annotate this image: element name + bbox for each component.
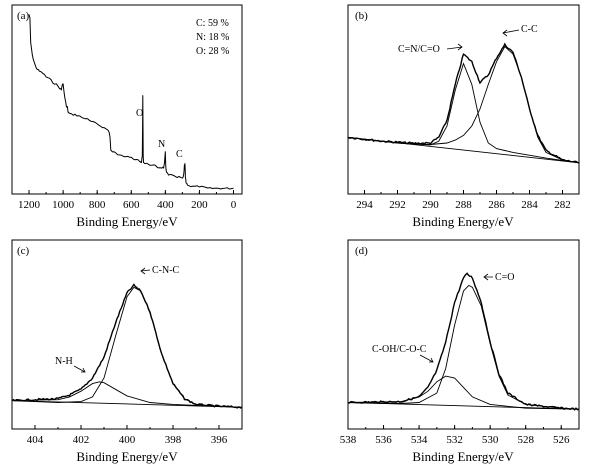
panel-d-xtick-label: 530 bbox=[482, 434, 499, 446]
panel-b-series-envelope bbox=[347, 42, 580, 164]
panel-d-arrow-coh bbox=[419, 354, 434, 363]
panel-c-xtick-label: 400 bbox=[119, 434, 136, 446]
composition-o: O: 28 % bbox=[196, 46, 229, 57]
panel-a-xtick-label: 1200 bbox=[18, 199, 41, 211]
panel-b-arrow-cn-co bbox=[446, 43, 463, 51]
panel-d-label: (d) bbox=[355, 245, 368, 257]
panel-a-xtick-label: 0 bbox=[231, 199, 237, 211]
panel-a-xtick-label: 200 bbox=[191, 199, 208, 211]
panel-a-label: (a) bbox=[17, 10, 30, 22]
panel-b-xtick-label: 294 bbox=[356, 199, 373, 211]
panel-c-series-c-n-c bbox=[11, 286, 243, 408]
panel-c-frame bbox=[11, 239, 243, 430]
panel-a-xtick-label: 600 bbox=[123, 199, 140, 211]
panel-d-xtick-label: 532 bbox=[446, 434, 463, 446]
panel-b-peak-label-cc: C-C bbox=[521, 24, 538, 35]
panel-d-peak-label-co: C=O bbox=[495, 272, 515, 283]
panel-d-xtick-label: 538 bbox=[340, 434, 357, 446]
panel-a-xtick-label: 800 bbox=[89, 199, 106, 211]
panel-c-series-envelope bbox=[11, 283, 243, 409]
panel-d-xtick-label: 528 bbox=[517, 434, 534, 446]
composition-c: C: 59 % bbox=[196, 18, 229, 29]
panel-b-series-c-n-c-o bbox=[347, 62, 580, 164]
panel-a-xlabel: Binding Energy/eV bbox=[76, 214, 178, 229]
panel-a-peak-label-o: O bbox=[136, 108, 143, 119]
panel-b-xtick-label: 288 bbox=[455, 199, 472, 211]
panel-d-xtick-label: 526 bbox=[553, 434, 570, 446]
panel-c-arrow-nh bbox=[73, 365, 86, 373]
panel-c-xtick-label: 402 bbox=[73, 434, 90, 446]
panel-c-series-n-h bbox=[11, 381, 243, 408]
panel-b-label: (b) bbox=[355, 10, 368, 22]
panel-a-xtick-label: 1000 bbox=[52, 199, 75, 211]
panel-d-xtick-label: 536 bbox=[375, 434, 392, 446]
panel-a-series-survey bbox=[28, 14, 234, 190]
panel-c-xlabel: Binding Energy/eV bbox=[76, 449, 178, 464]
panel-c-xtick-label: 396 bbox=[211, 434, 228, 446]
panel-c-peak-label-cnc: C-N-C bbox=[152, 265, 180, 276]
panel-d-peak-label-coh: C-OH/C-O-C bbox=[372, 344, 427, 355]
panel-c-xtick-label: 398 bbox=[165, 434, 182, 446]
panel-b-xtick-label: 292 bbox=[389, 199, 406, 211]
panel-b-xtick-label: 284 bbox=[521, 199, 538, 211]
panel-a-frame bbox=[11, 4, 243, 195]
panel-d-arrow-co bbox=[483, 273, 493, 281]
panel-d-series-envelope bbox=[347, 272, 580, 411]
panel-b-xlabel: Binding Energy/eV bbox=[412, 214, 514, 229]
panel-d-xtick-label: 534 bbox=[411, 434, 428, 446]
panel-b-frame bbox=[347, 4, 580, 195]
panel-b-arrow-cc bbox=[502, 29, 520, 37]
panel-b-xtick-label: 286 bbox=[488, 199, 505, 211]
panel-c-label: (c) bbox=[17, 245, 30, 257]
panel-a-xtick-label: 400 bbox=[157, 199, 174, 211]
panel-d-xlabel: Binding Energy/eV bbox=[412, 449, 514, 464]
panel-c-xtick-label: 404 bbox=[27, 434, 44, 446]
panel-c-arrow-cnc bbox=[140, 267, 151, 275]
panel-b-xtick-label: 282 bbox=[554, 199, 571, 211]
composition-n: N: 18 % bbox=[196, 32, 229, 43]
panel-d-series-c-oh-c-o-c bbox=[347, 375, 580, 410]
panel-b-xtick-label: 290 bbox=[422, 199, 439, 211]
panel-a-peak-label-c: C bbox=[176, 149, 183, 160]
panel-c-peak-label-nh: N-H bbox=[55, 356, 73, 367]
panel-b-peak-label-cn-co: C=N/C=O bbox=[398, 44, 440, 55]
panel-d-frame bbox=[347, 239, 580, 430]
panel-a-peak-label-n: N bbox=[158, 139, 165, 150]
